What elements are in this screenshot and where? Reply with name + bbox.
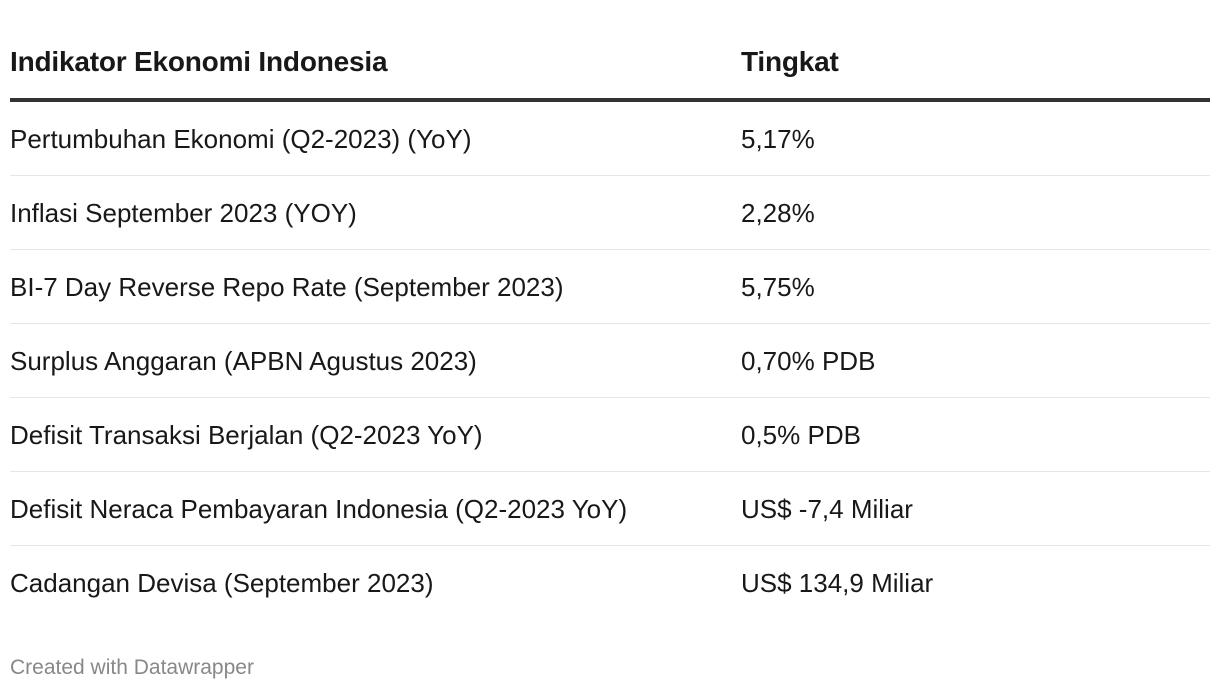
column-header-indicator[interactable]: Indikator Ekonomi Indonesia [10,46,388,77]
rate-cell: 5,17% [741,123,815,154]
column-header-rate[interactable]: Tingkat [741,46,839,77]
rate-cell: US$ -7,4 Miliar [741,493,913,524]
rate-cell: 5,75% [741,271,815,302]
indicator-cell: Inflasi September 2023 (YOY) [10,197,357,228]
rate-cell: 0,5% PDB [741,419,861,450]
rate-cell: US$ 134,9 Miliar [741,567,934,598]
table-row: Defisit Transaksi Berjalan (Q2-2023 YoY)… [10,398,1210,472]
indicator-cell: Defisit Neraca Pembayaran Indonesia (Q2-… [10,493,628,524]
indicator-cell: BI-7 Day Reverse Repo Rate (September 20… [10,271,564,302]
table-row: Surplus Anggaran (APBN Agustus 2023) 0,7… [10,324,1210,398]
datawrapper-link[interactable]: Datawrapper [133,656,254,679]
table-row: Defisit Neraca Pembayaran Indonesia (Q2-… [10,472,1210,546]
table-row: Cadangan Devisa (September 2023) US$ 134… [10,546,1210,619]
table-row: Pertumbuhan Ekonomi (Q2-2023) (YoY) 5,17… [10,102,1210,176]
table-row: BI-7 Day Reverse Repo Rate (September 20… [10,250,1210,324]
indicator-cell: Cadangan Devisa (September 2023) [10,567,434,598]
attribution-prefix: Created with [10,656,134,679]
indicator-cell: Defisit Transaksi Berjalan (Q2-2023 YoY) [10,419,483,450]
indicator-cell: Surplus Anggaran (APBN Agustus 2023) [10,345,477,376]
indicator-table: Indikator Ekonomi Indonesia Tingkat Pert… [10,0,1210,619]
attribution-footer: Created with Datawrapper [10,656,254,680]
rate-cell: 0,70% PDB [741,345,876,376]
table-header: Indikator Ekonomi Indonesia Tingkat [10,0,1210,102]
table-row: Inflasi September 2023 (YOY) 2,28% [10,176,1210,250]
indicator-cell: Pertumbuhan Ekonomi (Q2-2023) (YoY) [10,123,472,154]
rate-cell: 2,28% [741,197,815,228]
